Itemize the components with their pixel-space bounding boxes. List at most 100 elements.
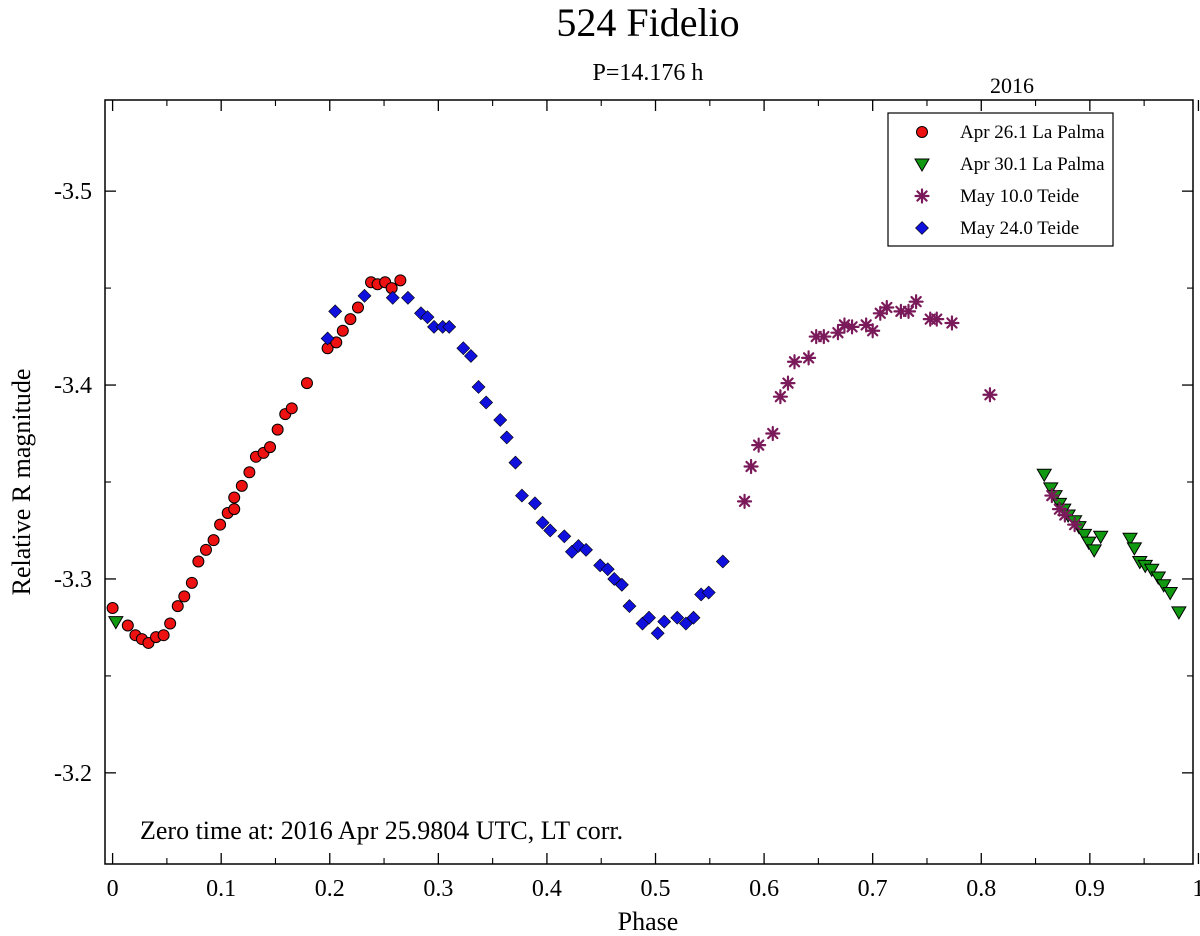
- data-point: [816, 328, 832, 345]
- data-point: [385, 282, 398, 295]
- data-point: [479, 395, 494, 410]
- data-points: [106, 274, 1187, 649]
- data-point: [235, 479, 248, 492]
- legend-items: Apr 26.1 La Palma Apr 30.1 La Palma May 10…: [914, 122, 1105, 239]
- data-point: [243, 466, 256, 479]
- x-tick-label: 0.3: [423, 876, 453, 902]
- x-tick-label: 0.6: [749, 876, 779, 902]
- data-point: [900, 303, 917, 319]
- x-tick-label: 0.5: [641, 876, 671, 902]
- data-point: [865, 323, 881, 339]
- data-point: [1086, 544, 1103, 558]
- year-label: 2016: [990, 73, 1034, 98]
- data-point: [535, 515, 550, 530]
- data-point: [207, 534, 220, 547]
- data-point: [285, 402, 298, 415]
- legend-label: Apr 26.1 La Palma: [960, 122, 1105, 143]
- legend-marker: [914, 188, 930, 204]
- data-point: [701, 585, 716, 600]
- data-point: [499, 430, 514, 445]
- data-point: [1044, 487, 1060, 504]
- series-3: [736, 294, 1083, 533]
- data-point: [515, 488, 529, 503]
- data-point: [228, 491, 241, 504]
- data-point: [642, 610, 656, 625]
- legend-label: May 24.0 Teide: [960, 218, 1079, 239]
- data-point: [1122, 532, 1138, 547]
- data-point: [1150, 571, 1167, 586]
- series-1: [106, 274, 407, 649]
- data-point: [1036, 468, 1053, 483]
- data-point: [765, 425, 781, 442]
- data-point: [600, 562, 615, 577]
- data-point: [908, 294, 924, 310]
- data-point: [879, 299, 895, 316]
- data-point: [185, 576, 198, 589]
- data-point: [944, 315, 960, 331]
- data-point: [1080, 536, 1097, 551]
- data-point: [1171, 606, 1187, 620]
- data-point: [844, 319, 860, 335]
- data-point: [420, 310, 435, 325]
- legend-label: Apr 30.1 La Palma: [960, 154, 1105, 175]
- data-point: [614, 577, 629, 592]
- data-point: [686, 610, 701, 625]
- data-point: [1042, 482, 1059, 496]
- y-tick-label: -3.4: [54, 373, 92, 399]
- data-point: [830, 325, 846, 341]
- data-point: [650, 626, 665, 641]
- data-point: [300, 377, 313, 390]
- legend: Apr 26.1 La Palma Apr 30.1 La Palma May 10…: [887, 112, 1114, 247]
- data-point: [456, 341, 471, 356]
- data-point: [715, 554, 730, 569]
- data-point: [1126, 542, 1143, 556]
- legend-label: May 10.0 Teide: [960, 186, 1079, 207]
- data-point: [1076, 528, 1093, 543]
- data-point: [508, 455, 523, 470]
- data-point: [836, 317, 853, 333]
- series-4: [320, 288, 730, 641]
- data-point: [528, 496, 542, 511]
- chart-subtitle: P=14.176 h: [593, 60, 704, 86]
- data-point: [442, 319, 457, 334]
- x-axis-label: Phase: [618, 907, 679, 936]
- data-point: [1057, 507, 1073, 523]
- data-point: [463, 349, 478, 363]
- data-point: [1143, 563, 1160, 578]
- data-point: [164, 617, 177, 630]
- data-point: [622, 599, 637, 614]
- y-tick-label: -3.2: [54, 761, 92, 787]
- x-tick-label: 0.4: [532, 876, 562, 902]
- data-point: [657, 614, 672, 629]
- data-point: [344, 313, 357, 326]
- data-point: [336, 324, 349, 337]
- data-point: [192, 555, 205, 568]
- data-point: [106, 602, 119, 615]
- data-point: [385, 290, 400, 305]
- data-point: [493, 413, 508, 427]
- data-point: [557, 529, 572, 544]
- data-point: [121, 619, 134, 632]
- data-point: [858, 317, 874, 333]
- data-point: [780, 375, 796, 391]
- y-tick-label: -3.5: [54, 179, 92, 205]
- data-point: [808, 328, 824, 345]
- zero-time-annotation: Zero time at: 2016 Apr 25.9804 UTC, LT c…: [140, 816, 623, 845]
- data-point: [1155, 579, 1172, 593]
- legend-marker: [914, 158, 930, 172]
- x-tick-label: 0.9: [1075, 876, 1105, 902]
- data-point: [394, 274, 407, 287]
- x-tick-label: 0.8: [966, 876, 996, 902]
- data-point: [171, 600, 184, 613]
- data-point: [157, 629, 170, 642]
- data-point: [579, 542, 593, 557]
- data-point: [401, 290, 415, 305]
- data-point: [178, 590, 191, 603]
- chart-title: 524 Fidelio: [556, 0, 739, 45]
- data-point: [264, 441, 277, 454]
- y-axis: -3.5 -3.4 -3.3 -3.2: [54, 179, 1193, 787]
- data-point: [330, 336, 343, 349]
- data-point: [1162, 587, 1179, 601]
- data-point: [743, 458, 759, 475]
